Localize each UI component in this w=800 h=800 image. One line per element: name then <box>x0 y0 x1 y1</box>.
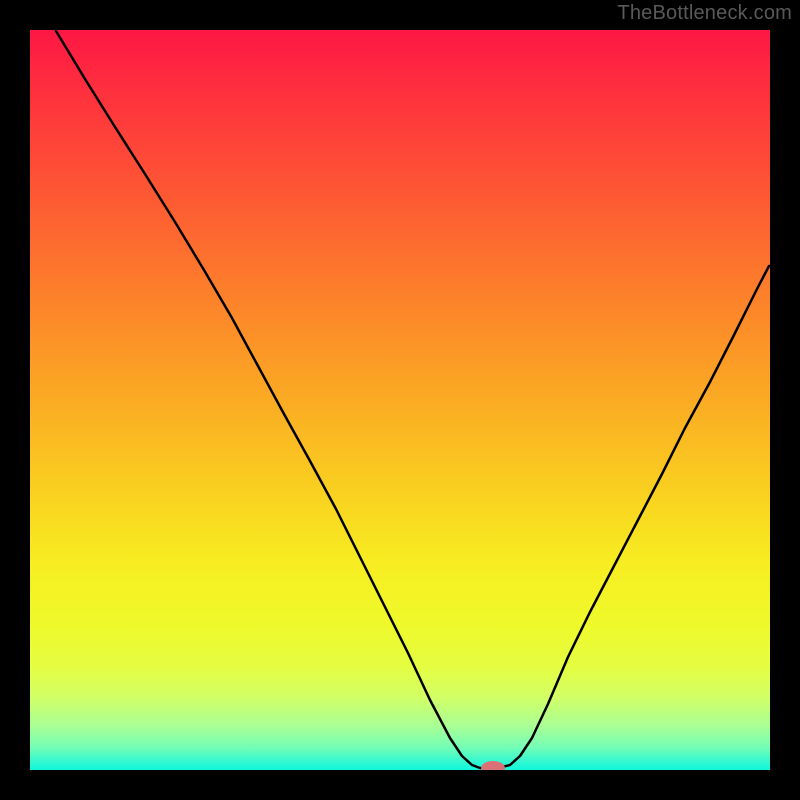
bottleneck-chart <box>0 0 800 800</box>
attribution-text: TheBottleneck.com <box>617 2 792 25</box>
gradient-background <box>30 30 770 770</box>
